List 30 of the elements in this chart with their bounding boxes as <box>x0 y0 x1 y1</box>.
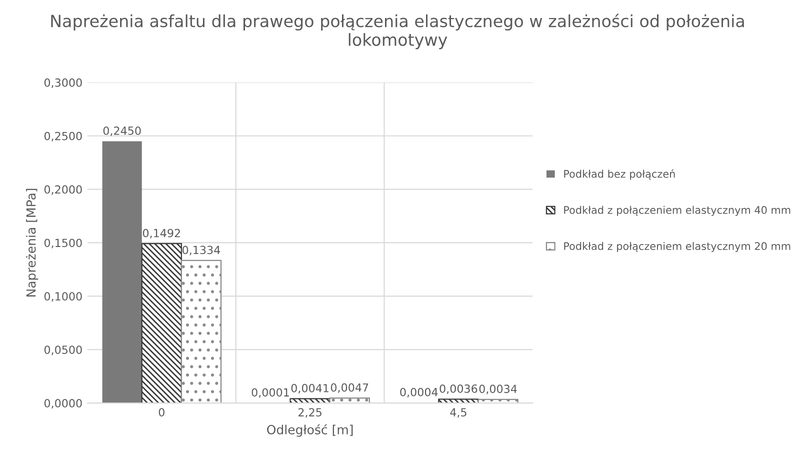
legend-label: Podkład bez połączeń <box>564 169 675 180</box>
bar <box>290 398 330 404</box>
bar <box>102 141 142 404</box>
x-tick-label: 2,25 <box>298 408 322 418</box>
data-label: 0,1492 <box>142 228 180 238</box>
legend-label: Podkład z połączeniem elastycznym 40 mm <box>564 206 790 216</box>
x-tick-label: 0 <box>158 408 164 416</box>
data-label: 0,0036 <box>440 384 478 394</box>
chart-title: Napreżenia asfaltu dla prawego połączenia elastycznego w zależności od położenia lokomotywy <box>51 14 744 50</box>
legend-label: Podkład z połączeniem elastycznym 20 mm <box>564 242 790 252</box>
y-axis-title: Napreżenia [MPa] <box>26 188 38 296</box>
data-label: 0,0004 <box>400 388 438 398</box>
x-axis-title: Odległość [m] <box>267 424 353 437</box>
y-tick-label: 0,2500 <box>44 132 82 142</box>
y-tick-label: 0,1000 <box>44 292 82 302</box>
y-tick-label: 0,0000 <box>44 399 82 409</box>
x-tick-label: 4,5 <box>450 408 466 418</box>
bar <box>329 397 370 404</box>
bar <box>180 260 222 404</box>
data-label: 0,0047 <box>330 383 368 393</box>
y-tick-label: 0,3000 <box>44 78 82 88</box>
y-tick-label: 0,1500 <box>44 238 82 248</box>
data-label: 0,1334 <box>182 246 220 256</box>
bar <box>141 243 182 404</box>
data-label: 0,0041 <box>291 384 328 394</box>
y-tick-label: 0,0500 <box>44 346 82 356</box>
data-label: 0,0034 <box>479 384 517 394</box>
y-tick-label: 0,2000 <box>44 185 82 195</box>
data-label: 0,0001 <box>252 388 289 398</box>
data-label: 0,2450 <box>103 126 141 136</box>
